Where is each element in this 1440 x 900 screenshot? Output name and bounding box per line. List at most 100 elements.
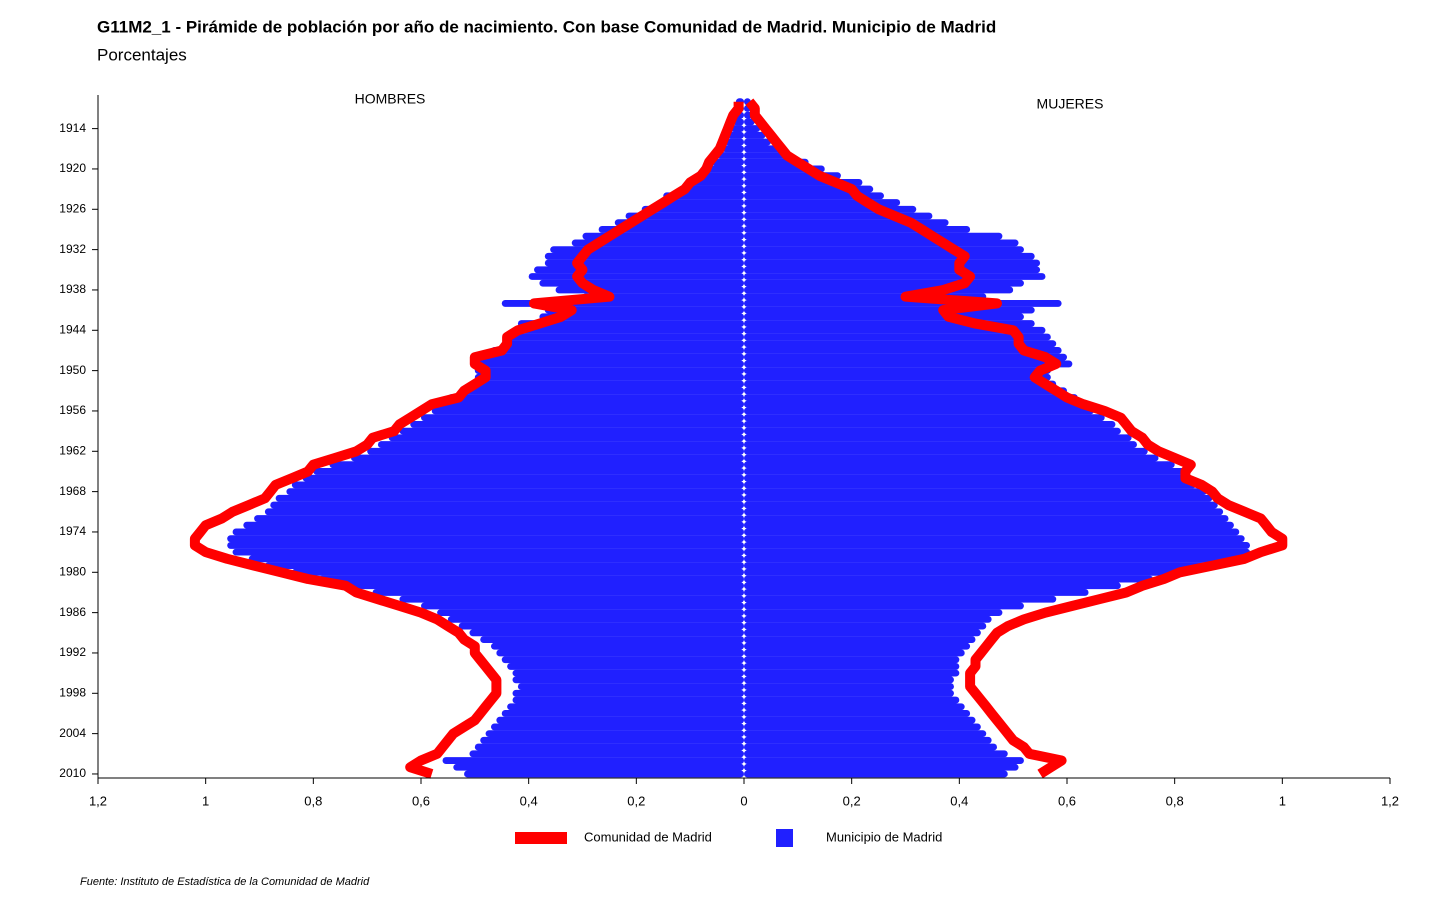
bar	[232, 528, 745, 536]
bar	[744, 373, 1051, 381]
bar	[744, 743, 998, 751]
bar	[421, 414, 744, 422]
right-label: MUJERES	[1037, 96, 1104, 112]
bar	[744, 669, 960, 677]
bar	[474, 743, 744, 751]
bar	[507, 703, 744, 711]
bar	[744, 494, 1213, 502]
bar	[744, 575, 1154, 583]
x-tick-label: 0,4	[950, 793, 968, 808]
bar	[512, 676, 744, 684]
bar	[744, 548, 1251, 556]
bar	[410, 420, 744, 428]
bar	[744, 252, 1035, 260]
bar	[480, 353, 744, 361]
bar	[744, 515, 1229, 522]
bar	[464, 387, 744, 395]
chart-subtitle: Porcentajes	[97, 45, 187, 64]
bar	[517, 683, 744, 691]
y-tick-label: 1980	[59, 564, 86, 578]
bar	[399, 595, 744, 603]
bar	[528, 273, 744, 280]
legend-label: Comunidad de Madrid	[584, 829, 712, 844]
bar	[517, 320, 744, 327]
bar	[744, 595, 1057, 603]
bar	[490, 642, 744, 650]
plot	[189, 98, 1288, 779]
bar	[744, 757, 1024, 764]
bar	[744, 407, 1094, 415]
bar	[717, 152, 744, 159]
bar	[700, 172, 744, 180]
bar	[744, 488, 1207, 496]
bar	[744, 279, 1024, 287]
bar	[469, 629, 744, 637]
bar	[496, 649, 744, 657]
bar	[582, 232, 744, 240]
bar	[480, 736, 744, 744]
bar	[744, 501, 1218, 509]
bar	[270, 501, 744, 509]
bar	[254, 515, 744, 522]
x-tick-label: 0,6	[412, 793, 430, 808]
bar	[367, 447, 744, 455]
bar	[447, 394, 744, 401]
bar	[512, 669, 744, 677]
bar	[744, 394, 1078, 401]
bar	[291, 568, 744, 576]
bar	[641, 205, 744, 213]
bar	[744, 266, 1041, 274]
bar	[744, 589, 1089, 596]
y-tick-label: 1968	[59, 484, 86, 498]
bar	[453, 763, 744, 771]
y-tick-label: 1920	[59, 161, 86, 175]
bar	[744, 347, 1062, 354]
x-tick-label: 1,2	[89, 793, 107, 808]
bar	[744, 353, 1067, 361]
bar	[744, 662, 960, 670]
line	[745, 98, 1288, 779]
bar	[490, 347, 744, 354]
bar	[744, 340, 1057, 348]
bar	[744, 434, 1132, 442]
bar	[275, 494, 744, 502]
y-tick-label: 2010	[59, 766, 86, 780]
bar	[744, 326, 1046, 334]
bar	[657, 199, 744, 206]
bar	[725, 138, 744, 146]
y-tick-label: 1944	[59, 322, 86, 336]
bar	[544, 252, 744, 260]
bar	[469, 750, 744, 758]
x-tick-label: 0,6	[1058, 793, 1076, 808]
bar	[318, 575, 744, 583]
bar	[744, 683, 954, 691]
bar	[474, 380, 744, 388]
bar	[744, 461, 1175, 469]
bar	[227, 535, 744, 543]
bar	[744, 367, 1051, 375]
bar	[302, 474, 744, 482]
bar	[744, 770, 1008, 778]
bar	[464, 770, 744, 778]
x-tick-label: 0,8	[304, 793, 322, 808]
bar	[744, 723, 981, 731]
bar	[582, 293, 744, 301]
bar	[248, 555, 744, 563]
legend-swatch	[776, 829, 793, 847]
bar	[501, 340, 744, 348]
bar	[744, 609, 1003, 617]
x-tick-label: 0	[740, 793, 747, 808]
bar	[744, 528, 1240, 536]
bar	[690, 178, 744, 186]
bar	[507, 333, 744, 341]
bar	[744, 582, 1121, 590]
bar	[744, 474, 1191, 482]
y-tick-label: 1956	[59, 403, 86, 417]
bar	[614, 219, 744, 227]
bar	[744, 400, 1089, 408]
bar	[447, 615, 744, 623]
bar	[744, 380, 1057, 388]
source: Fuente: Instituto de Estadística de la C…	[80, 876, 370, 888]
y-tick-label: 1914	[59, 121, 86, 135]
bar	[744, 145, 782, 153]
